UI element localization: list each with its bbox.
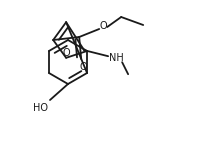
- Text: NH: NH: [109, 53, 124, 63]
- Text: O: O: [62, 48, 70, 58]
- Text: HO: HO: [33, 103, 47, 113]
- Text: O: O: [99, 21, 107, 31]
- Text: O: O: [79, 62, 87, 72]
